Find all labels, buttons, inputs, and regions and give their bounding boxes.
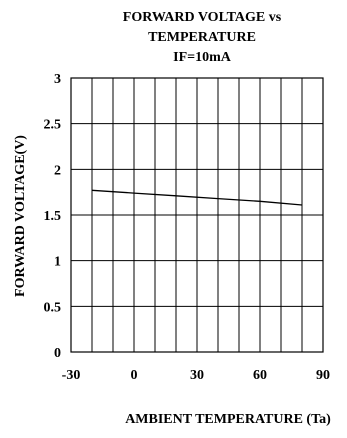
x-tick-label-1: 0 [131, 368, 138, 383]
tick-labels: 00.511.522.53-30 0 30 60 90 [44, 72, 331, 383]
x-tick-label-3: 60 [253, 368, 267, 383]
y-tick-label-6: 3 [54, 72, 61, 87]
y-tick-label-2: 1 [54, 255, 61, 270]
y-axis-label: FORWARD VOLTAGE(V) [13, 135, 28, 297]
chart-title-line-1: FORWARD VOLTAGE vs [123, 10, 282, 25]
y-tick-label-3: 1.5 [44, 209, 62, 224]
x-axis-label: AMBIENT TEMPERATURE (Ta) [125, 412, 331, 427]
y-tick-label-1: 0.5 [44, 300, 62, 315]
chart-title-line-2: TEMPERATURE [148, 30, 256, 45]
x-tick-label-2: 30 [190, 368, 204, 383]
series-line-0 [91, 189, 303, 206]
series-layer [91, 189, 303, 206]
y-tick-label-0: 0 [54, 346, 61, 361]
y-tick-label-4: 2 [54, 163, 61, 178]
x-tick-label-4: 90 [316, 368, 330, 383]
x-tick-label-0: -30 [62, 368, 81, 383]
chart-title-line-3: IF=10mA [173, 50, 232, 65]
y-tick-label-5: 2.5 [44, 118, 62, 133]
grid [70, 77, 324, 353]
